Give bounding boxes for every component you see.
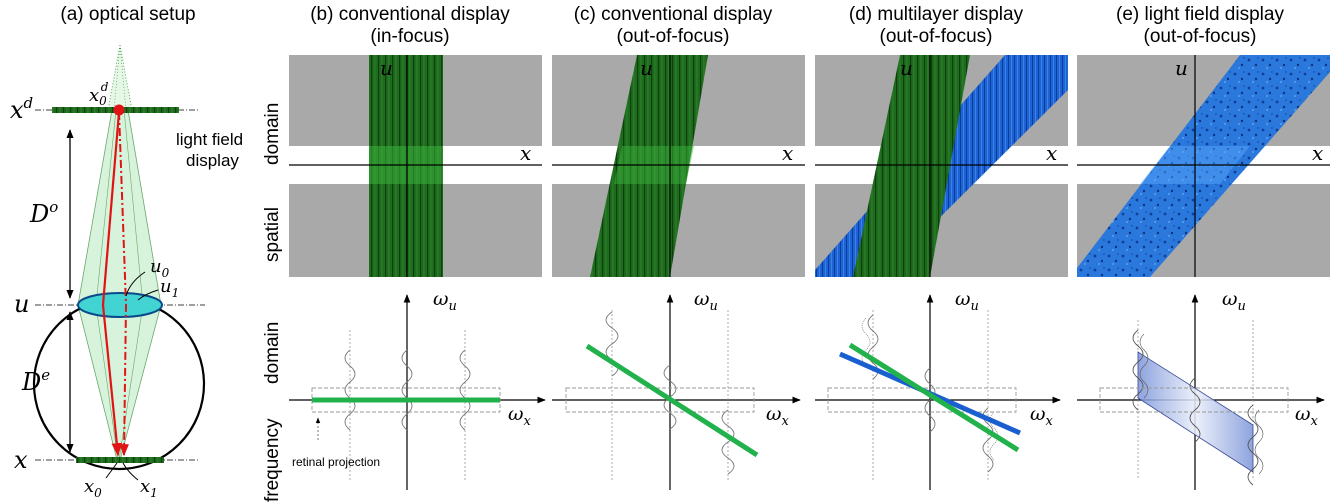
freq-d-wx-label: ωx <box>1030 403 1054 429</box>
label-x0d: x0d <box>89 80 109 108</box>
spatial-e-u-label: u <box>1175 56 1188 80</box>
freq-e-wu-label: ωu <box>1222 288 1246 314</box>
optical-setup-panel: xd x0d light field display Do u u0 u1 De… <box>10 44 243 500</box>
freq-d-wu-label: ωu <box>955 288 979 314</box>
label-De: De <box>21 366 50 396</box>
red-ray-solid <box>101 111 123 457</box>
spatial-panel-b <box>289 55 542 277</box>
spatial-d-u-label: u <box>900 56 913 80</box>
frequency-panel-e <box>1077 294 1325 490</box>
label-x1: x1 <box>140 476 158 500</box>
title-conventional-outfocus-2: (out-of-focus) <box>616 26 730 47</box>
eye-lens <box>77 292 163 318</box>
red-ray-dashed <box>118 111 129 457</box>
spatial-panel-c <box>552 55 805 277</box>
freq-c-wx-label: ωx <box>766 403 790 429</box>
spatial-c-u-label: u <box>640 56 653 80</box>
spatial-d-x-label: x <box>1046 141 1057 165</box>
label-x: x <box>14 446 28 474</box>
freq-b-wu-label: ωu <box>433 288 457 314</box>
freq-c-wu-label: ωu <box>694 288 718 314</box>
frequency-panel-b <box>289 294 546 490</box>
title-lightfield-2: (out-of-focus) <box>1143 26 1257 47</box>
label-u1: u1 <box>160 276 179 300</box>
frequency-panel-d <box>815 294 1061 490</box>
frequency-panel-c <box>552 294 801 490</box>
label-xd: xd <box>10 94 33 124</box>
title-conventional-outfocus-1: (c) conventional display <box>573 4 773 25</box>
label-Do: Do <box>29 198 58 228</box>
spatial-e-x-label: x <box>1312 141 1323 165</box>
label-x0: x0 <box>84 476 102 500</box>
freq-b-wx-label: ωx <box>508 403 532 429</box>
title-multilayer-2: (out-of-focus) <box>879 26 993 47</box>
title-optical-setup: (a) optical setup <box>60 4 196 25</box>
label-light-field: light field <box>176 130 243 149</box>
spatial-panel-d <box>815 55 1068 277</box>
label-retinal-projection: retinal projection <box>292 455 380 469</box>
spatial-panel-e <box>1077 55 1330 277</box>
title-conventional-infocus-1: (b) conventional display <box>310 4 510 25</box>
spatial-c-x-label: x <box>782 141 793 165</box>
spatial-b-u-label: u <box>380 56 393 80</box>
display-point-x0d <box>113 104 125 116</box>
label-display: display <box>186 151 239 170</box>
label-u0: u0 <box>150 256 170 280</box>
freq-e-wx-label: ωx <box>1295 403 1319 429</box>
green-ray-bundle <box>77 109 162 461</box>
title-lightfield-1: (e) light field display <box>1116 4 1284 25</box>
title-conventional-infocus-2: (in-focus) <box>370 26 450 47</box>
label-u: u <box>14 290 29 318</box>
display-light-cone <box>107 44 133 111</box>
spatial-b-x-label: x <box>520 141 531 165</box>
title-multilayer-1: (d) multilayer display <box>848 4 1024 25</box>
retina-plane <box>76 457 164 463</box>
